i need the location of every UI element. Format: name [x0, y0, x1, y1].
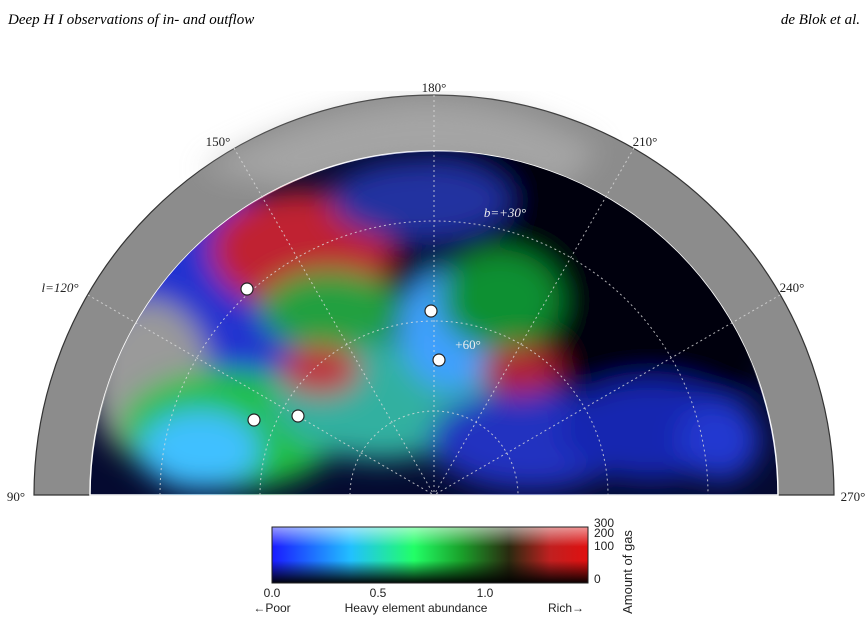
colorbar-y-tick: 300 [594, 516, 614, 530]
longitude-label: l=120° [41, 280, 78, 295]
latitude-label: b=+30° [484, 205, 526, 220]
running-authors: de Blok et al. [781, 12, 860, 28]
colorbar-y-tick: 200 [594, 526, 614, 540]
colorbar-label-right: Rich→ [548, 601, 584, 615]
colorbar-tick: 1.0 [477, 586, 494, 600]
colorbar-y-label: Amount of gas [620, 530, 635, 614]
source-markers [240, 282, 446, 427]
colorbar-y-tick: 100 [594, 539, 614, 553]
colorbar-shade [271, 526, 589, 584]
longitude-label: 210° [633, 134, 658, 149]
longitude-label: 90° [7, 489, 25, 504]
colorbar-label-left: ←Poor [253, 601, 290, 615]
latitude-label: +60° [455, 337, 481, 352]
graticule [87, 95, 781, 496]
longitude-label: 180° [422, 80, 447, 95]
longitude-label: 240° [780, 280, 805, 295]
longitude-label: 270° [841, 489, 866, 504]
colorbar-tick: 0.5 [370, 586, 387, 600]
longitude-label: 150° [206, 134, 231, 149]
colorbar-tick: 0.0 [264, 586, 281, 600]
sky-texture [90, 151, 778, 490]
colorbar-label: Heavy element abundance [345, 601, 488, 615]
colorbar-y-tick: 0 [594, 572, 601, 586]
running-title: Deep H I observations of in- and outflow [7, 12, 254, 28]
